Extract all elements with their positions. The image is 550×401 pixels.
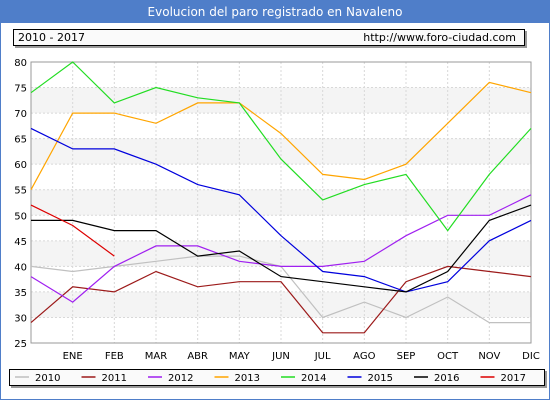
x-tick-label: NOV bbox=[478, 351, 500, 362]
x-tick-label: FEB bbox=[105, 351, 124, 362]
x-tick-label: SEP bbox=[397, 351, 416, 362]
x-tick-label: OCT bbox=[437, 351, 459, 362]
y-tick-label: 35 bbox=[14, 288, 27, 299]
y-tick-label: 70 bbox=[14, 109, 27, 120]
y-tick-label: 75 bbox=[14, 84, 27, 95]
x-tick-label: ENE bbox=[63, 351, 83, 362]
legend-label: 2012 bbox=[168, 373, 193, 384]
x-tick-label: JUL bbox=[314, 351, 331, 362]
legend-label: 2010 bbox=[35, 373, 60, 384]
series-line-2014 bbox=[30, 61, 532, 232]
series-line-2015 bbox=[30, 127, 532, 293]
x-tick-label: AGO bbox=[353, 351, 375, 362]
series-line-2017 bbox=[30, 204, 115, 257]
grid-band bbox=[31, 291, 531, 318]
x-tick-label: ABR bbox=[187, 351, 208, 362]
y-tick-label: 45 bbox=[14, 237, 27, 248]
legend-label: 2013 bbox=[235, 373, 260, 384]
x-tick-label: MAY bbox=[229, 351, 251, 362]
series-line-2012 bbox=[30, 194, 532, 303]
legend-label: 2011 bbox=[102, 373, 127, 384]
legend-label: 2016 bbox=[434, 373, 459, 384]
y-tick-label: 60 bbox=[14, 160, 27, 171]
y-tick-label: 55 bbox=[14, 186, 27, 197]
legend-label: 2017 bbox=[501, 373, 526, 384]
y-tick-label: 30 bbox=[14, 313, 27, 324]
y-tick-label: 65 bbox=[14, 135, 27, 146]
series-line-2016 bbox=[31, 204, 532, 293]
info-box: 2010 - 2017 http://www.foro-ciudad.com bbox=[13, 29, 525, 46]
y-tick-label: 50 bbox=[14, 211, 27, 222]
chart-title: Evolucion del paro registrado en Navalen… bbox=[1, 1, 549, 23]
x-tick-label: MAR bbox=[145, 351, 167, 362]
series-line-2011 bbox=[30, 265, 532, 334]
y-tick-label: 80 bbox=[14, 58, 27, 69]
legend-box bbox=[9, 369, 545, 386]
x-tick-label: JUN bbox=[271, 351, 290, 362]
y-tick-label: 40 bbox=[14, 262, 27, 273]
legend-label: 2015 bbox=[368, 373, 393, 384]
source-url: http://www.foro-ciudad.com bbox=[363, 31, 516, 44]
x-tick-label: DIC bbox=[522, 351, 540, 362]
series-line-2013 bbox=[30, 81, 532, 190]
y-tick-label: 25 bbox=[14, 339, 27, 350]
legend-label: 2014 bbox=[301, 373, 326, 384]
year-range: 2010 - 2017 bbox=[18, 31, 85, 44]
plot-border bbox=[30, 61, 532, 344]
